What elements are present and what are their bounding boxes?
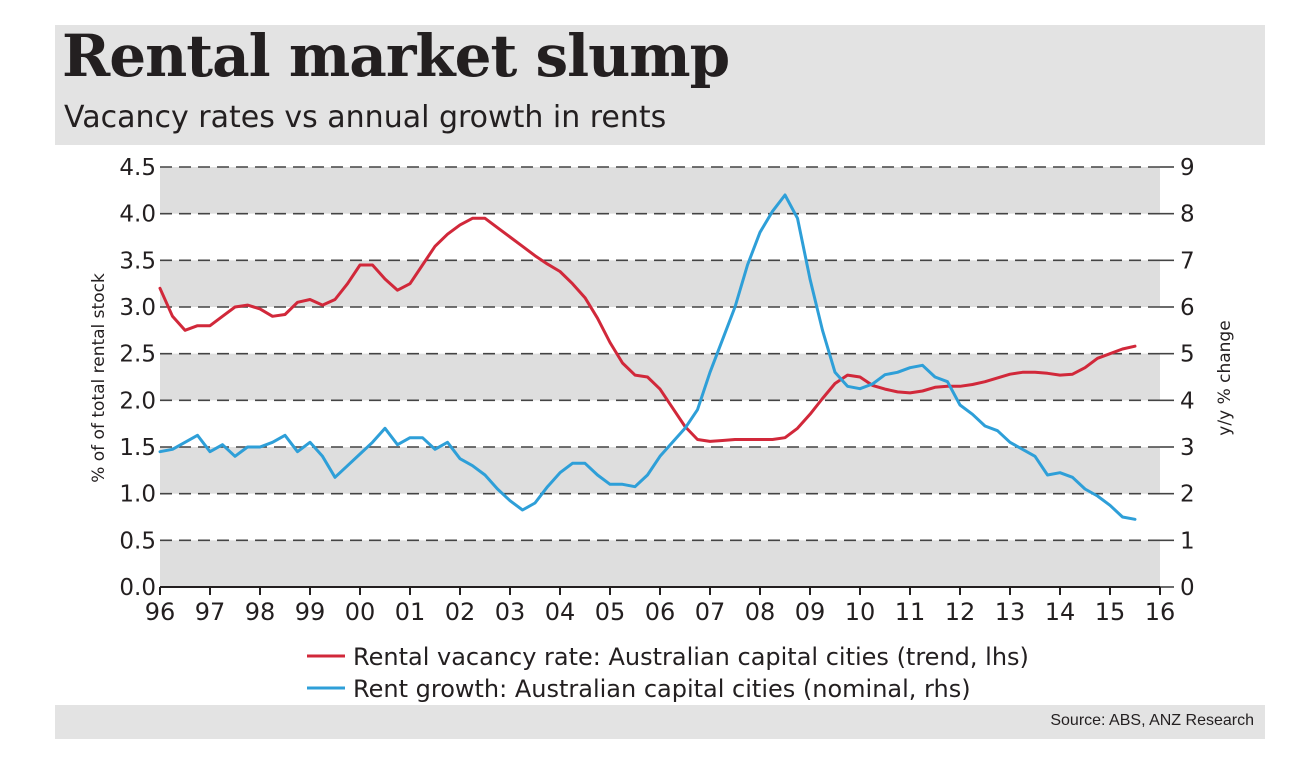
grid-band [160, 260, 1160, 307]
y-tick-label-right: 7 [1180, 248, 1195, 274]
x-tick-label: 12 [945, 598, 976, 626]
x-tick-label: 97 [195, 598, 226, 626]
legend-label-rent: Rent growth: Australian capital cities (… [353, 675, 971, 703]
y-tick-label-right: 8 [1180, 202, 1195, 228]
y-tick-label-left: 3.0 [119, 295, 156, 321]
x-tick-label: 03 [495, 598, 526, 626]
x-tick-label: 07 [695, 598, 726, 626]
grid-bands [160, 167, 1160, 587]
x-tick-label: 11 [895, 598, 926, 626]
chart-title: Rental market slump [62, 22, 730, 90]
footer-band [55, 705, 1265, 739]
rent-growth-line [158, 193, 1137, 521]
x-tick-label: 06 [645, 598, 676, 626]
grid-band [160, 447, 1160, 494]
x-tick-label: 09 [795, 598, 826, 626]
y-tick-label-left: 1.0 [119, 482, 156, 508]
grid-band [160, 540, 1160, 587]
y-tick-label-right: 9 [1180, 155, 1195, 181]
x-tick-label: 98 [245, 598, 276, 626]
series-lines [158, 193, 1137, 521]
vacancy-rate-line [158, 216, 1137, 443]
grid-band [160, 167, 1160, 214]
y-tick-label-left: 4.0 [119, 202, 156, 228]
y-tick-label-left: 0.5 [119, 528, 156, 554]
y-tick-label-right: 2 [1180, 482, 1195, 508]
x-tick-label: 16 [1145, 598, 1176, 626]
grid-band [160, 353, 1160, 401]
y-tick-label-right: 6 [1180, 295, 1195, 321]
y-tick-label-left: 4.5 [119, 155, 156, 181]
axes: 0.0 0 0.5 1 1.0 2 1.5 3 2.0 4 2.5 5 3.0 6 3.5 7 4.0 8 4.5 9… [119, 155, 1194, 626]
x-tick-label: 15 [1095, 598, 1126, 626]
line-chart: 0.0 0 0.5 1 1.0 2 1.5 3 2.0 4 2.5 5 3.0 6 3.5 7 4.0 8 4.5 9… [89, 155, 1235, 703]
x-tick-label: 99 [295, 598, 326, 626]
x-tick-label: 05 [595, 598, 626, 626]
y-tick-label-left: 0.0 [119, 575, 156, 601]
chart-subtitle: Vacancy rates vs annual growth in rents [64, 100, 667, 135]
y-tick-label-left: 2.5 [119, 342, 156, 368]
x-tick-label: 01 [395, 598, 426, 626]
legend-label-vacancy: Rental vacancy rate: Australian capital … [353, 643, 1029, 671]
y-axis-label-left: % of of total rental stock [89, 273, 109, 483]
legend: Rental vacancy rate: Australian capital … [307, 643, 1029, 703]
y-tick-label-right: 4 [1180, 388, 1195, 414]
x-tick-label: 14 [1045, 598, 1076, 626]
y-tick-label-left: 1.5 [119, 435, 156, 461]
y-tick-label-right: 5 [1180, 342, 1195, 368]
x-tick-label: 04 [545, 598, 576, 626]
y-axis-label-right: y/y % change [1215, 320, 1235, 435]
x-tick-label: 00 [345, 598, 376, 626]
y-tick-label-left: 2.0 [119, 388, 156, 414]
x-tick-label: 02 [445, 598, 476, 626]
header-band [55, 25, 1265, 145]
x-tick-label: 96 [145, 598, 176, 626]
y-tick-label-left: 3.5 [119, 248, 156, 274]
y-tick-label-right: 0 [1180, 575, 1195, 601]
x-tick-label: 10 [845, 598, 876, 626]
y-tick-label-right: 3 [1180, 435, 1195, 461]
y-tick-label-right: 1 [1180, 528, 1195, 554]
x-tick-label: 08 [745, 598, 776, 626]
x-tick-label: 13 [995, 598, 1026, 626]
source-note: Source: ABS, ANZ Research [1050, 712, 1254, 729]
